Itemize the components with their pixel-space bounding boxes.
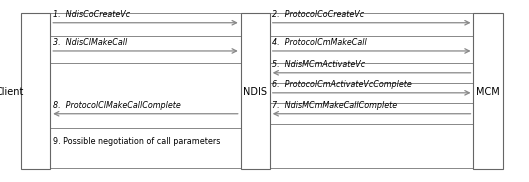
Bar xyxy=(473,13,503,169)
Text: 9. Possible negotiation of call parameters: 9. Possible negotiation of call paramete… xyxy=(53,137,220,146)
Text: 1.  NdisCoCreateVc: 1. NdisCoCreateVc xyxy=(53,10,130,19)
Text: MCM: MCM xyxy=(476,87,500,97)
Text: 4.  ProtocolCmMakeCall: 4. ProtocolCmMakeCall xyxy=(272,38,367,47)
Text: 3.  NdisClMakeCall: 3. NdisClMakeCall xyxy=(53,38,127,47)
Text: NDIS: NDIS xyxy=(243,87,267,97)
Text: 8.  ProtocolClMakeCallComplete: 8. ProtocolClMakeCallComplete xyxy=(53,101,180,110)
Text: Client: Client xyxy=(0,87,23,97)
Text: 2.  ProtocolCoCreateVc: 2. ProtocolCoCreateVc xyxy=(272,10,364,19)
Text: 7.  NdisMCmMakeCallComplete: 7. NdisMCmMakeCallComplete xyxy=(272,101,398,110)
Bar xyxy=(241,13,270,169)
Text: 5.  NdisMCmActivateVc: 5. NdisMCmActivateVc xyxy=(272,60,366,69)
Bar xyxy=(21,13,50,169)
Text: 6.  ProtocolCmActivateVcComplete: 6. ProtocolCmActivateVcComplete xyxy=(272,80,412,89)
